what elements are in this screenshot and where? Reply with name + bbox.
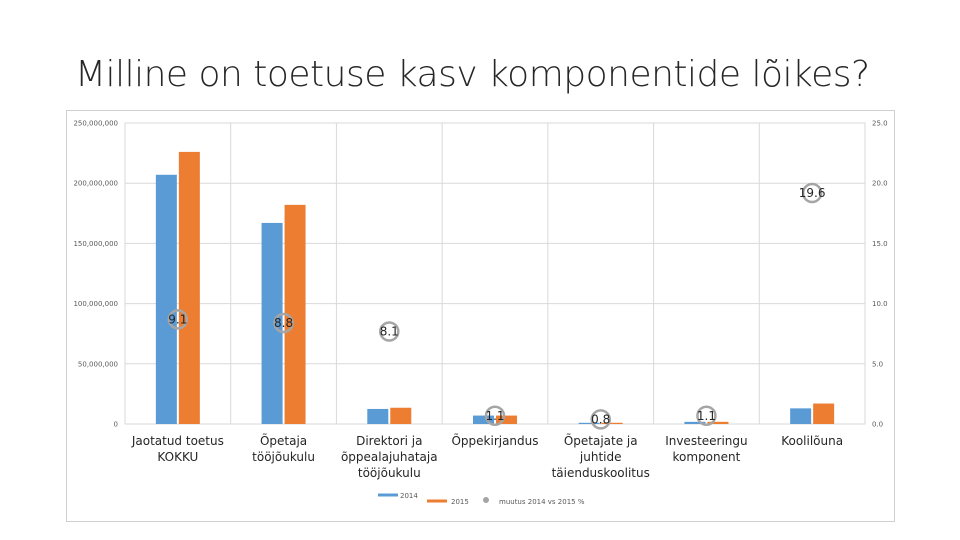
bar-2014 [684, 421, 706, 424]
change-marker [379, 321, 400, 342]
bar-2015 [601, 422, 623, 424]
x-category-label: Õpetaja tööjõukulu [252, 433, 315, 464]
x-category-label-line: õppealajuhataja [341, 450, 438, 464]
change-marker [696, 405, 717, 427]
y-right-tick-label: 25.0 [872, 120, 888, 128]
y-right-tick-label: 10.0 [872, 300, 888, 308]
x-category-label: Koolilõuna [781, 434, 843, 448]
x-category-label-line: tööjõukulu [358, 466, 421, 480]
bar-2014 [155, 174, 177, 424]
data-label: 9.1 [168, 312, 187, 326]
legend-swatch-change [483, 497, 489, 503]
x-category-label: Õpetajate ja juhtide täienduskoolitus [552, 433, 650, 480]
bar-2014 [473, 415, 494, 424]
bar-2015 [390, 407, 412, 424]
x-category-label-line: komponent [673, 450, 741, 464]
y-right-tick-label: 20.0 [872, 180, 888, 188]
x-category-label-line: Õpetaja [260, 433, 307, 448]
data-label: 1.1 [697, 409, 716, 423]
y-left-tick-label: 200,000,000 [73, 180, 118, 188]
x-category-label-line: Õppekirjandus [451, 433, 538, 448]
y-right-tick-label: 0.0 [872, 421, 883, 429]
change-marker [273, 312, 294, 334]
chart-frame [66, 110, 895, 522]
data-label: 8.1 [380, 324, 399, 338]
change-marker [167, 309, 189, 330]
bar-2015 [178, 151, 200, 424]
x-category-label-line: KOKKU [157, 450, 198, 464]
y-left-tick-label: 250,000,000 [73, 120, 118, 128]
legend-label-2014: 2014 [400, 492, 418, 500]
bar-2015 [284, 204, 306, 424]
slide-title: Milline on toetuse kasv komponentide lõi… [75, 54, 870, 95]
x-category-label: Investeeringu komponent [665, 434, 747, 464]
change-marker [801, 182, 823, 204]
bar-2014 [367, 408, 389, 424]
bar-2014 [790, 408, 812, 424]
x-category-label-line: täienduskoolitus [552, 466, 650, 480]
x-category-label-line: tööjõukulu [252, 450, 315, 464]
x-category-label: Õppekirjandus [451, 433, 538, 448]
bar-2015 [813, 403, 835, 424]
x-category-label-line: Koolilõuna [781, 434, 843, 448]
bar-2015 [496, 415, 517, 424]
data-label: 1.1 [485, 409, 504, 423]
y-left-tick-label: 50,000,000 [78, 360, 118, 368]
x-category-label-line: Direktori ja [356, 434, 422, 448]
x-category-label-line: juhtide [579, 450, 622, 464]
y-right-tick-label: 15.0 [872, 240, 888, 248]
x-category-label: Direktori ja õppealajuhataja tööjõukulu [341, 434, 438, 480]
bar-2014 [578, 422, 600, 424]
legend-label-change: muutus 2014 vs 2015 % [499, 498, 585, 506]
data-label: 0.8 [591, 412, 610, 426]
x-category-label-line: Investeeringu [665, 434, 747, 448]
x-category-label-line: Õpetajate ja [564, 433, 638, 448]
change-marker [484, 405, 506, 427]
bar-2014 [261, 222, 283, 424]
y-left-tick-label: 100,000,000 [73, 300, 118, 308]
bar-2015 [707, 421, 729, 424]
data-label: 8.8 [274, 316, 293, 330]
y-left-tick-label: 150,000,000 [73, 240, 118, 248]
data-label: 19.6 [799, 186, 826, 200]
y-right-tick-label: 5.0 [872, 360, 883, 368]
change-marker [590, 409, 611, 430]
legend-label-2015: 2015 [451, 498, 469, 506]
x-category-label-line: Jaotatud toetus [131, 434, 224, 448]
plot-area [124, 122, 866, 425]
y-left-tick-label: 0 [114, 421, 118, 429]
x-category-label: Jaotatud toetus KOKKU [131, 434, 224, 464]
